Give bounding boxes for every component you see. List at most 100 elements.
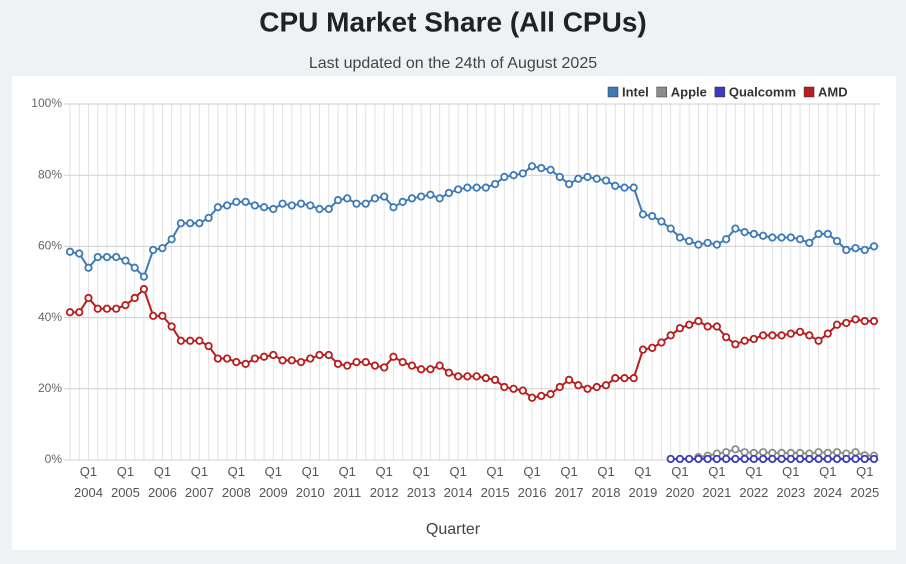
x-tick-label: Q1 2017 [554,464,584,500]
point [241,359,250,368]
point [537,163,546,173]
chart-subtitle: Last updated on the 24th of August 2025 [309,55,597,72]
y-tick-label: 20% [38,381,62,395]
x-tick-label: Q1 2006 [147,464,177,500]
point [186,336,195,345]
point [213,354,222,363]
point [564,180,574,189]
point [93,304,102,313]
point [112,252,121,262]
point [694,317,703,326]
point [666,331,675,340]
point [204,341,213,351]
legend-label: Qualcomm [729,84,796,99]
point [731,454,740,464]
point [195,219,204,228]
y-tick-label: 0% [45,452,63,466]
point [869,317,879,326]
point [675,233,685,242]
point [814,229,823,239]
point [629,374,638,383]
point [546,165,555,174]
point [223,201,232,210]
point [712,240,721,249]
point [527,162,537,171]
point [657,217,666,226]
y-tick-label: 80% [38,167,62,181]
point [259,203,269,212]
point [832,448,842,457]
x-tick-label: Q1 2015 [480,464,510,500]
point [786,329,795,338]
point [65,308,75,317]
point [324,350,333,360]
legend-swatch [803,86,815,98]
point [851,454,860,464]
legend-swatch [607,86,619,98]
point [269,204,278,214]
point [65,247,75,256]
point [296,199,306,208]
point [842,318,851,328]
point [611,181,620,190]
x-tick-label: Q1 2014 [443,464,473,500]
point [306,354,315,363]
point [842,454,851,464]
point [777,454,786,464]
legend-label: AMD [818,84,848,99]
point [759,454,768,464]
point [583,172,592,182]
point [472,183,481,192]
x-tick-label: Q1 2022 [739,464,769,500]
point [823,454,832,464]
point [759,231,768,240]
point [601,381,611,390]
point [250,354,259,363]
point [407,361,417,370]
point [121,256,130,265]
point [638,345,648,354]
point [102,304,112,313]
point [232,357,241,367]
point [648,212,657,221]
point [306,201,315,210]
point [768,454,777,464]
point [93,252,102,262]
point [527,393,537,402]
legend-label: Apple [671,84,707,99]
point [491,180,500,189]
point [675,324,685,333]
point [574,174,583,183]
point [389,352,398,361]
point [139,285,149,294]
point [805,454,814,464]
x-tick-label: Q1 2023 [776,464,806,500]
point [546,390,555,399]
point [620,183,629,192]
point [786,233,795,242]
point [176,336,185,345]
point [842,245,851,255]
point [84,293,93,303]
point [537,391,546,401]
point [444,368,453,377]
point [343,361,352,370]
point [777,233,786,242]
point [722,235,731,244]
series-line [70,287,874,399]
point [130,293,139,303]
point [315,204,324,214]
point [814,448,823,457]
point [731,224,740,233]
point [370,361,380,370]
point [398,197,407,206]
point [84,263,93,272]
point [703,454,712,464]
point [223,354,232,363]
point [657,338,666,347]
point [278,199,287,208]
point [860,317,869,326]
point [759,331,768,340]
point [731,445,740,454]
